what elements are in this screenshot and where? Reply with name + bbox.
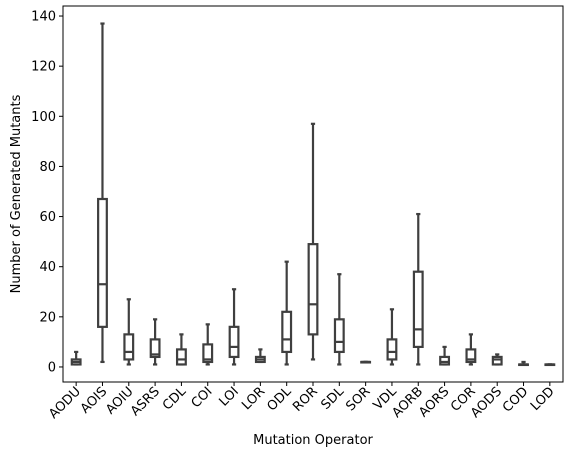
x-tick-label: ROR [290, 384, 321, 415]
x-tick-label: LOI [217, 384, 242, 409]
y-tick-label: 20 [39, 310, 56, 325]
x-tick-label: LOR [239, 384, 268, 413]
x-tick-label: ASRS [128, 384, 163, 419]
x-tick-label: AOIS [78, 384, 111, 417]
y-tick-label: 100 [31, 110, 56, 125]
y-tick-label: 40 [39, 260, 56, 275]
x-tick-label: AODS [468, 384, 505, 421]
box-iqr [440, 357, 449, 365]
box-iqr [309, 244, 318, 334]
x-tick-label: AODU [46, 384, 84, 422]
x-tick-label: COD [500, 384, 531, 415]
box-iqr [282, 312, 291, 352]
y-axis-label: Number of Generated Mutants [9, 94, 24, 293]
y-tick-label: 60 [39, 210, 56, 225]
x-tick-label: LOD [528, 384, 558, 414]
box-iqr [177, 349, 186, 364]
box-iqr [98, 199, 107, 327]
y-tick-label: 0 [48, 360, 56, 375]
box-iqr [335, 319, 344, 352]
box-iqr [414, 272, 423, 347]
x-tick-label: CDL [160, 384, 190, 414]
box-iqr [230, 327, 239, 357]
x-tick-label: AORS [416, 384, 452, 420]
y-tick-label: 120 [31, 60, 56, 75]
x-tick-label: ODL [264, 384, 295, 415]
x-tick-label: SOR [343, 384, 373, 414]
x-axis-label: Mutation Operator [253, 433, 373, 448]
y-axis-ticks: 0 20 40 60 80 100 120 140 [31, 10, 63, 376]
box-iqr [493, 357, 502, 365]
box-aods [493, 354, 502, 364]
x-tick-label: COI [189, 384, 216, 411]
box-iqr [124, 334, 133, 359]
box-sor [361, 362, 370, 363]
x-tick-label: SDL [318, 384, 347, 413]
y-tick-label: 140 [31, 10, 56, 25]
y-tick-label: 80 [39, 160, 56, 175]
box-lod [546, 364, 555, 365]
box-iqr [388, 339, 397, 359]
